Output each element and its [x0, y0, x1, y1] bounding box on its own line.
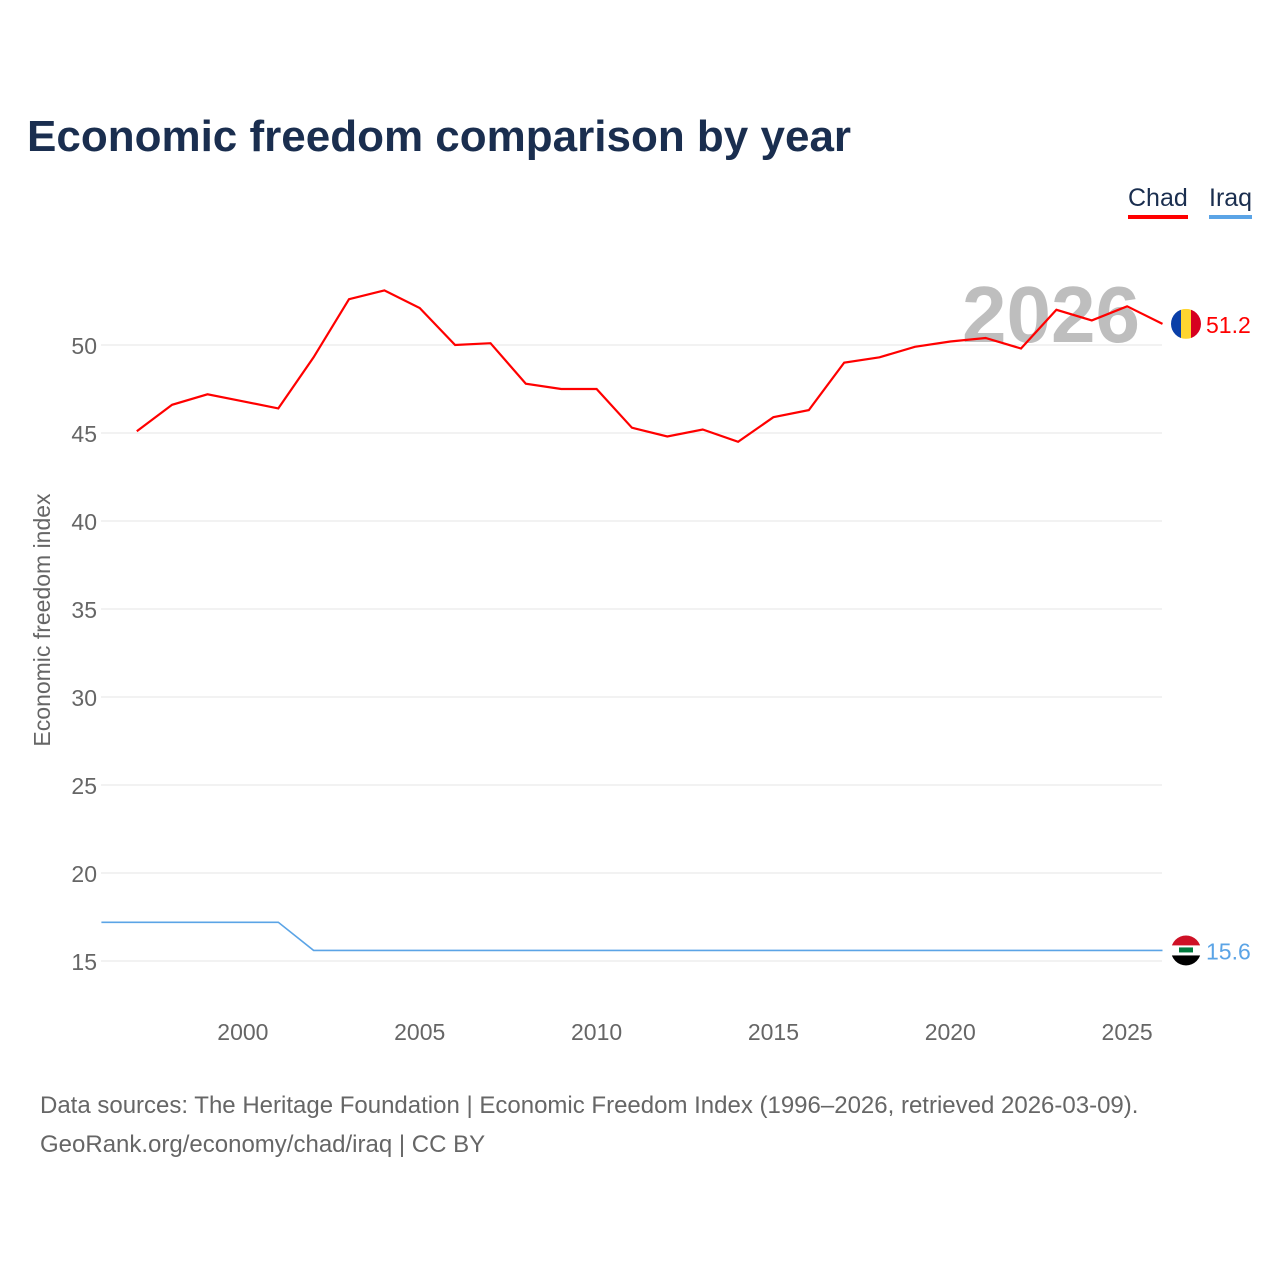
y-tick-label: 50: [71, 333, 97, 359]
y-tick-label: 30: [71, 685, 97, 711]
x-tick-label: 2005: [394, 1019, 445, 1045]
iraq-flag-icon: [1171, 935, 1201, 966]
series-line-iraq: [101, 921, 1163, 952]
end-value-label-chad: 51.2: [1206, 312, 1251, 338]
source-note: Data sources: The Heritage Foundation | …: [40, 1086, 1138, 1164]
flag-stripe: [1171, 935, 1201, 946]
source-line-2[interactable]: GeoRank.org/economy/chad/iraq | CC BY: [40, 1131, 486, 1158]
y-tick-label: 40: [71, 509, 97, 535]
flag-emblem: [1179, 947, 1193, 953]
flag-stripe: [1171, 955, 1201, 966]
flag-shapes: [1171, 308, 1201, 339]
x-tick-label: 2010: [571, 1019, 622, 1045]
legend-item-iraq[interactable]: Iraq: [1209, 184, 1253, 219]
series-line-chad: [136, 289, 1163, 444]
flag-stripe: [1181, 308, 1191, 339]
source-line-1: Data sources: The Heritage Foundation | …: [40, 1092, 1139, 1119]
flag-stripe: [1191, 308, 1201, 339]
x-tick-label: 2000: [217, 1019, 268, 1045]
flag-shapes: [1171, 935, 1201, 966]
x-tick-label: 2025: [1102, 1019, 1153, 1045]
y-axis-label: Economic freedom index: [29, 493, 55, 747]
y-tick-label: 45: [71, 421, 97, 447]
x-tick-label: 2020: [925, 1019, 976, 1045]
chart-title: Economic freedom comparison by year: [27, 112, 852, 161]
y-tick-label: 25: [71, 773, 97, 799]
chad-flag-icon: [1171, 308, 1201, 339]
x-tick-label: 2015: [748, 1019, 799, 1045]
y-tick-label: 20: [71, 861, 97, 887]
legend-item-chad[interactable]: Chad: [1128, 184, 1188, 219]
y-tick-label: 35: [71, 597, 97, 623]
end-value-label-iraq: 15.6: [1206, 938, 1251, 964]
y-tick-label: 15: [71, 949, 97, 975]
flag-stripe: [1171, 308, 1181, 339]
